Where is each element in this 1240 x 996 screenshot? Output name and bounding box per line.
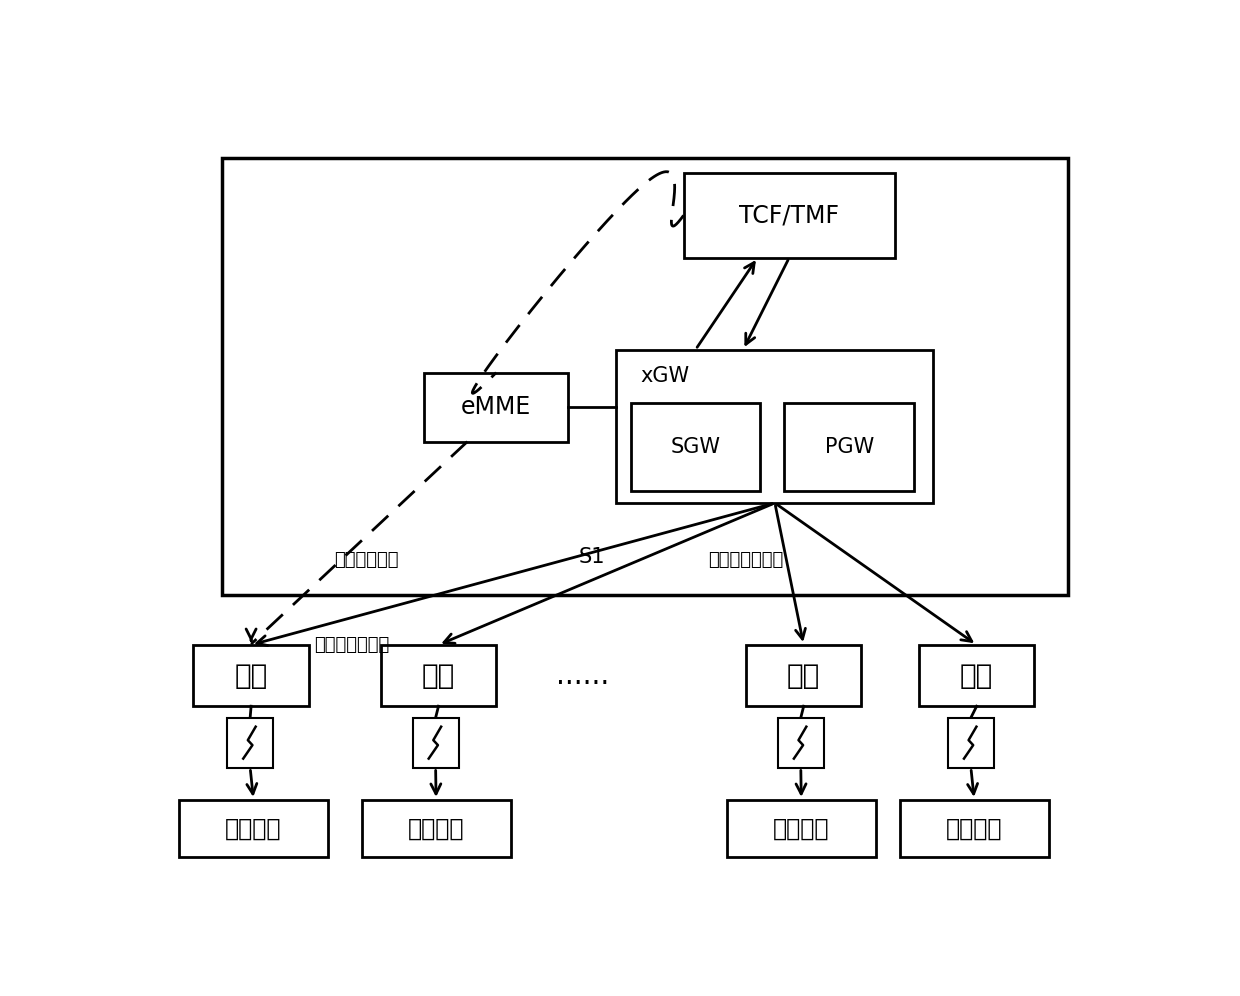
Text: eMME: eMME <box>461 395 531 419</box>
Bar <box>179 800 327 858</box>
Bar <box>616 350 934 503</box>
Bar <box>746 644 862 706</box>
Text: 群组下行数据流: 群组下行数据流 <box>708 552 784 570</box>
Bar <box>227 718 273 768</box>
Bar <box>683 173 895 258</box>
Bar <box>381 644 496 706</box>
Text: 集群终端: 集群终端 <box>946 817 1002 841</box>
Bar <box>424 373 568 441</box>
Bar <box>727 800 875 858</box>
Text: PGW: PGW <box>825 437 874 457</box>
Text: TCF/TMF: TCF/TMF <box>739 203 839 227</box>
Text: 集群终端: 集群终端 <box>408 817 464 841</box>
Text: 群组主讲数据流: 群组主讲数据流 <box>315 635 389 653</box>
Text: 集群终端: 集群终端 <box>773 817 830 841</box>
Bar <box>222 158 1068 595</box>
Bar <box>193 644 309 706</box>
Text: 基站: 基站 <box>234 661 268 689</box>
Bar <box>413 718 459 768</box>
Text: 基站: 基站 <box>960 661 993 689</box>
Text: ......: ...... <box>556 661 609 689</box>
Text: 群组主讲信令: 群组主讲信令 <box>334 552 399 570</box>
Text: 基站: 基站 <box>787 661 821 689</box>
Text: S1: S1 <box>579 547 605 567</box>
Bar <box>362 800 511 858</box>
Text: SGW: SGW <box>671 437 720 457</box>
Text: 基站: 基站 <box>422 661 455 689</box>
Bar <box>777 718 823 768</box>
Bar <box>947 718 994 768</box>
Bar <box>919 644 1034 706</box>
Bar <box>785 403 914 491</box>
Text: xGW: xGW <box>640 367 689 386</box>
Text: 集群终端: 集群终端 <box>226 817 281 841</box>
Bar <box>900 800 1049 858</box>
Bar <box>631 403 760 491</box>
